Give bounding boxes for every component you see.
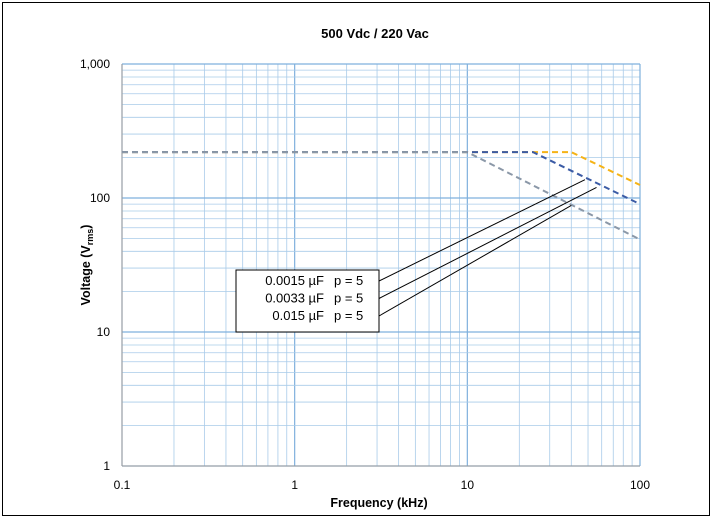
series-line-2 xyxy=(122,151,641,206)
grid xyxy=(121,63,641,467)
x-tick-label: 10 xyxy=(461,478,475,492)
legend-p: p = 5 xyxy=(334,308,363,323)
legend-p: p = 5 xyxy=(334,273,363,288)
y-axis-label-main: Voltage (V xyxy=(79,245,93,306)
series-group xyxy=(122,151,641,241)
y-axis-label-sub: rms xyxy=(85,229,95,246)
chart-title: 500 Vdc / 220 Vac xyxy=(321,26,429,41)
legend-name: 0.015 µF xyxy=(272,308,324,323)
legend-name: 0.0015 µF xyxy=(265,273,324,288)
x-axis-label: Frequency (kHz) xyxy=(330,496,427,510)
series-line-1 xyxy=(122,151,641,186)
legend-leader-line xyxy=(378,186,597,299)
legend: 0.0015 µF p = 5 0.0033 µF p = 5 0.015 µF p = … xyxy=(235,179,597,333)
legend-leader-line xyxy=(378,205,572,317)
chart-frame: 500 Vdc / 220 Vac 0.1 1 10 100 1 10 100 1,000 F… xyxy=(2,2,710,516)
y-tick-label: 1,000 xyxy=(80,57,110,71)
axes xyxy=(121,64,640,467)
y-tick-label: 100 xyxy=(90,191,110,205)
series-line-3 xyxy=(122,151,641,241)
y-tick-label: 10 xyxy=(97,325,111,339)
x-tick-label: 100 xyxy=(630,478,650,492)
x-tick-label: 1 xyxy=(291,478,298,492)
legend-p: p = 5 xyxy=(334,291,363,306)
legend-box xyxy=(235,269,380,333)
legend-name: 0.0033 µF xyxy=(265,291,324,306)
x-tick-label: 0.1 xyxy=(114,478,131,492)
tick-labels: 0.1 1 10 100 1 10 100 1,000 xyxy=(80,57,650,492)
y-axis-label: Voltage (Vrms) xyxy=(79,225,95,306)
chart-svg: 500 Vdc / 220 Vac 0.1 1 10 100 1 10 100 1,000 F… xyxy=(79,26,650,510)
y-tick-label: 1 xyxy=(103,459,110,473)
y-axis-label-close: ) xyxy=(79,225,93,229)
legend-leader-line xyxy=(378,179,586,282)
